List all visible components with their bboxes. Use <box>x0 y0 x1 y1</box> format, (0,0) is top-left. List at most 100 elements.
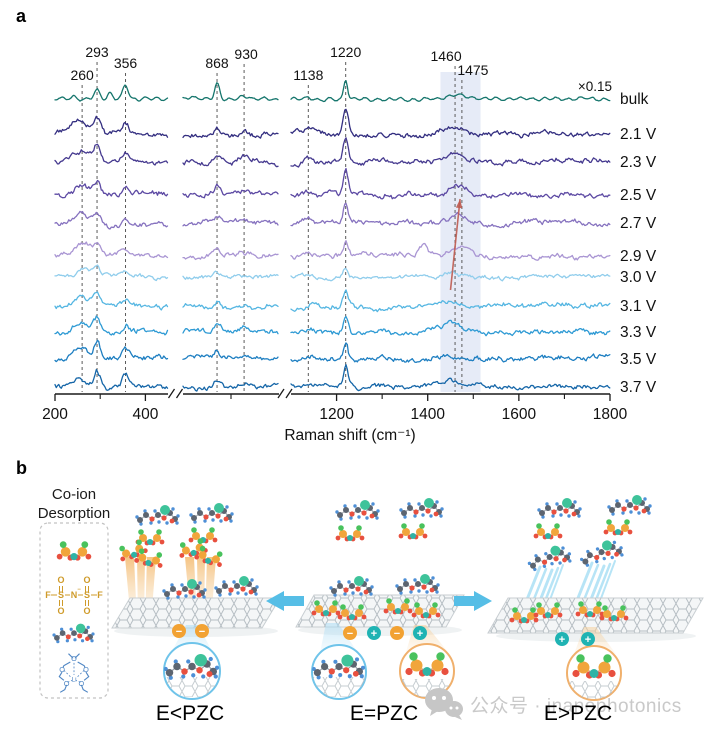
panel-b-label: b <box>16 458 27 478</box>
solvent-molecule <box>398 497 445 520</box>
svg-text:+: + <box>585 634 591 646</box>
peak-shift-arrowhead-icon <box>455 199 463 209</box>
peak-label: 1220 <box>330 44 361 60</box>
series-label: 2.3 V <box>620 154 657 171</box>
svg-text:+: + <box>371 628 377 640</box>
anion-molecule <box>533 522 563 540</box>
graphene-sheet <box>111 597 281 629</box>
spectrum-trace-bulk <box>54 80 611 103</box>
scene-e-eq-pzc <box>295 497 465 700</box>
solvent-molecule <box>334 499 381 522</box>
graphene-sheet <box>295 594 465 628</box>
series-label: 3.7 V <box>620 379 657 396</box>
spectrum-trace-2.7V <box>54 202 611 230</box>
arrow-left-icon <box>266 591 304 611</box>
series-label: 2.5 V <box>620 187 657 204</box>
series-label: 2.7 V <box>620 215 657 232</box>
graphene-sheet <box>487 597 704 634</box>
series-label: bulk <box>620 91 649 108</box>
charge-plus-icon: + <box>413 626 427 640</box>
axis-break-icon <box>175 388 184 399</box>
desorbing-solvent <box>576 536 626 569</box>
scale-note: ×0.15 <box>578 79 612 94</box>
solvent-molecule <box>134 504 181 527</box>
spectrum-trace-2.3V <box>54 137 611 168</box>
solvent-molecule <box>606 494 653 517</box>
svg-text:−: − <box>199 626 205 638</box>
series-label: 3.0 V <box>620 269 657 286</box>
series-label: 2.1 V <box>620 126 657 143</box>
series-label: 3.3 V <box>620 324 657 341</box>
scene-label-e-gt-pzc: E>PZC <box>543 702 613 725</box>
legend-title: Co-ion Desorption <box>38 486 111 524</box>
scene-e-gt-pzc <box>487 494 704 701</box>
peak-label: 1460 <box>430 48 461 64</box>
legend-title-line1: Co-ion <box>51 486 97 503</box>
spectrum-trace-2.1V <box>54 108 611 139</box>
anion-molecule <box>603 518 633 536</box>
spectrum-trace-3.5V <box>54 339 611 364</box>
svg-text:−: − <box>394 628 400 640</box>
peak-label: 293 <box>85 44 109 60</box>
x-tick-label: 1800 <box>593 406 628 423</box>
spectrum-trace-3.0V <box>54 264 611 282</box>
highlight-band <box>440 72 481 392</box>
surface-charges: − − − + − + + + <box>172 624 595 646</box>
magnifier-solvent <box>311 623 367 700</box>
x-axis-title: Raman shift (cm⁻¹) <box>284 427 415 444</box>
co-ion-legend-box <box>39 522 109 699</box>
peak-shift-arrow <box>449 198 461 291</box>
arrow-right-icon <box>454 591 492 611</box>
anion-molecule <box>398 522 428 540</box>
solvent-molecule <box>188 502 235 525</box>
magnifier-solvent <box>163 625 221 700</box>
svg-text:+: + <box>417 628 423 640</box>
peak-label: 1475 <box>457 62 488 78</box>
spectrum-trace-2.5V <box>54 167 611 200</box>
wechat-icon <box>425 688 463 720</box>
svg-text:−: − <box>347 628 353 640</box>
solvent-molecule <box>536 497 583 520</box>
watermark-text: 公众号 · inanophotonics <box>470 695 682 717</box>
x-tick-label: 1200 <box>319 406 354 423</box>
spectrum-trace-3.3V <box>54 315 611 337</box>
peak-label: 260 <box>70 67 94 83</box>
peak-label: 930 <box>234 46 258 62</box>
adsorbed-solvent <box>328 575 375 598</box>
axis-break-icon <box>285 388 293 399</box>
peak-label: 1138 <box>293 67 323 83</box>
charge-plus-icon: + <box>367 626 381 640</box>
magnifier-anion <box>566 627 622 701</box>
scene-e-lt-pzc <box>111 502 281 700</box>
x-tick-label: 200 <box>42 406 68 423</box>
scene-label-e-lt-pzc: E<PZC <box>155 702 225 725</box>
charge-minus-icon: − <box>390 626 404 640</box>
series-label: 3.5 V <box>620 351 657 368</box>
charge-minus-icon: − <box>172 624 186 638</box>
x-tick-label: 1400 <box>410 406 445 423</box>
x-tick-label: 1600 <box>502 406 537 423</box>
adsorbed-solvent <box>213 575 260 598</box>
mechanism-diagram: FSN SF − OO OO <box>39 494 704 701</box>
scene-label-e-eq-pzc: E=PZC <box>349 702 419 725</box>
series-label: 3.1 V <box>620 298 657 315</box>
svg-text:+: + <box>559 634 565 646</box>
legend-title-line2: Desorption <box>37 504 111 522</box>
axis-break-icon <box>167 388 176 399</box>
charge-minus-icon: − <box>195 624 209 638</box>
panel-a-label: a <box>16 6 27 26</box>
svg-text:−: − <box>176 626 182 638</box>
series-label: 2.9 V <box>620 248 657 265</box>
charge-plus-icon: + <box>555 632 569 646</box>
peak-label: 356 <box>114 55 138 71</box>
desorbing-solvent <box>524 542 574 573</box>
adsorbed-solvent <box>394 573 441 596</box>
spectrum-trace-3.1V <box>54 289 611 313</box>
anion-molecule <box>335 524 365 542</box>
spectrum-trace-3.7V <box>54 364 611 392</box>
charge-minus-icon: − <box>343 626 357 640</box>
x-tick-label: 400 <box>132 406 158 423</box>
axis-break-icon <box>277 388 285 399</box>
